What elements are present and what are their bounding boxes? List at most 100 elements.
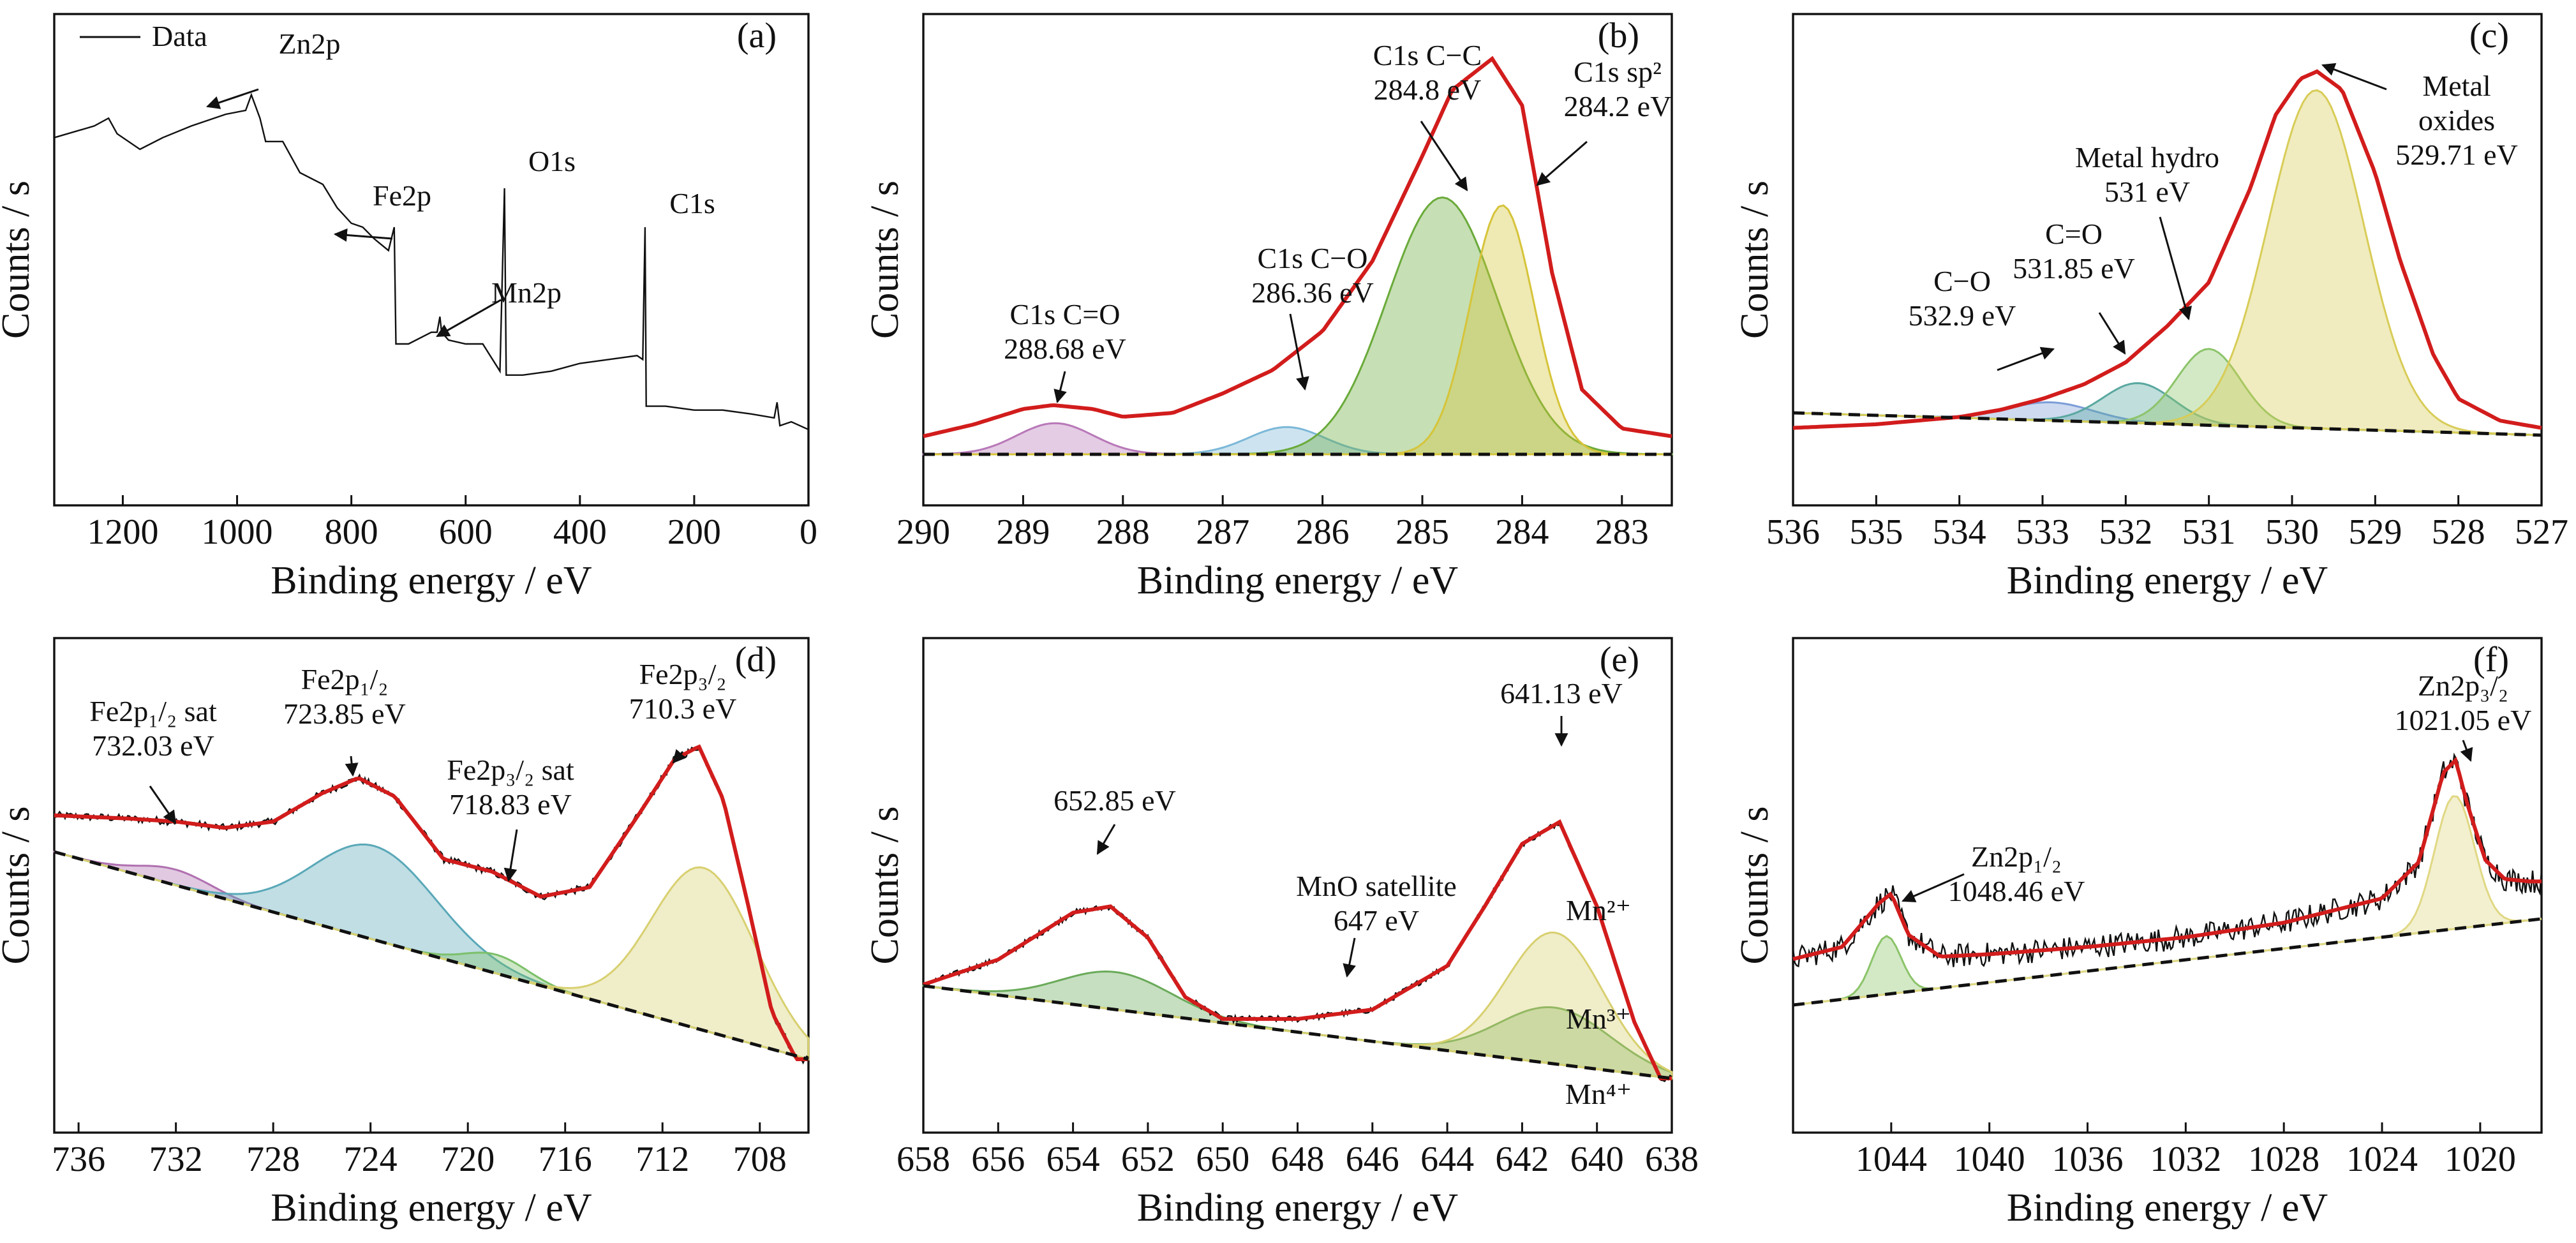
annotation-text: 641.13 eV xyxy=(1500,677,1623,710)
panel-label: (c) xyxy=(2469,16,2509,56)
annotation-text: Zn2p₃/₂ xyxy=(2418,669,2508,702)
y-axis-label: Counts / s xyxy=(863,806,907,964)
panel-f: 1044 1040 1036 1032 1028 1024 1020 Binding ener… xyxy=(1733,637,2543,1230)
annotation-text: Mn²⁺ xyxy=(1566,894,1631,927)
x-tick-label: 638 xyxy=(1645,1140,1699,1179)
background-line xyxy=(1792,411,2542,437)
x-axis-label: Binding energy / eV xyxy=(1137,559,1459,602)
x-tick-label: 400 xyxy=(553,512,607,552)
annotation-text: 652.85 eV xyxy=(1053,784,1176,817)
panel-e: 658 656 654 652 650 648 646 644 642 640 638 Binding… xyxy=(863,637,1699,1230)
annotation-text: Fe2p xyxy=(373,179,431,212)
annotation-arrow xyxy=(2321,63,2387,91)
annotation-text: 732.03 eV xyxy=(92,729,214,762)
annotation-text: C1s xyxy=(669,187,715,220)
annotation-text: Zn2p₁/₂ xyxy=(1971,840,2062,873)
y-axis-label: Counts / s xyxy=(1733,806,1776,964)
annotation-arrow xyxy=(2098,312,2126,355)
annotation-text: C1s C−C xyxy=(1373,39,1482,71)
x-axis-label: Binding energy / eV xyxy=(271,559,592,602)
x-tick-label: 1044 xyxy=(1856,1140,1927,1179)
panel-label: (f) xyxy=(2473,640,2509,680)
x-tick-label: 289 xyxy=(996,512,1050,552)
panel-a: 1200 1000 800 600 400 200 0 Binding energy / eV… xyxy=(0,13,817,602)
y-axis-label: Counts / s xyxy=(0,181,38,339)
x-axis-label: Binding energy / eV xyxy=(2007,559,2328,602)
annotation-text: Metal xyxy=(2422,70,2490,102)
annotation-arrow xyxy=(333,228,393,242)
x-tick-label: 529 xyxy=(2348,512,2402,552)
annotation-text: oxides xyxy=(2418,104,2495,137)
annotation-arrow xyxy=(1902,873,1965,903)
annotation-text: O1s xyxy=(528,145,576,177)
annotation-arrow xyxy=(345,755,359,777)
x-tick-label: 642 xyxy=(1495,1140,1549,1179)
survey-spectrum xyxy=(54,93,809,431)
annotation-text: 1021.05 eV xyxy=(2395,704,2532,736)
annotation-text: 718.83 eV xyxy=(449,788,572,821)
y-axis-label: Counts / s xyxy=(863,181,907,339)
x-tick-label: 712 xyxy=(636,1140,689,1179)
annotation-text: Fe2p₁/₂ sat xyxy=(89,695,217,727)
annotation-text: 288.68 eV xyxy=(1004,332,1126,365)
x-tick-label: 648 xyxy=(1271,1140,1325,1179)
x-tick-label: 531 xyxy=(2182,512,2236,552)
annotation-text: Fe2p₃/₂ sat xyxy=(447,754,574,786)
x-tick-label: 1036 xyxy=(2052,1140,2124,1179)
panel-label: (a) xyxy=(737,16,777,56)
annotation-arrow xyxy=(206,88,259,109)
x-tick-label: 1000 xyxy=(202,512,273,552)
annotation-text: Fe2p₃/₂ xyxy=(639,658,727,690)
raw-spectrum xyxy=(1792,752,2543,967)
annotation-text: C−O xyxy=(1933,265,1991,297)
x-tick-label: 530 xyxy=(2265,512,2319,552)
plot-frame xyxy=(53,637,810,1134)
fit-component xyxy=(923,932,1673,1080)
y-axis-label: Counts / s xyxy=(0,806,38,964)
x-tick-label: 640 xyxy=(1570,1140,1624,1179)
x-tick-label: 646 xyxy=(1346,1140,1399,1179)
annotation-text: Mn³⁺ xyxy=(1566,1002,1631,1035)
x-axis-label: Binding energy / eV xyxy=(2007,1186,2328,1230)
panel-b: 290 289 288 287 286 285 284 283 Binding energy /… xyxy=(863,13,1673,602)
x-axis-label: Binding energy / eV xyxy=(1137,1186,1459,1230)
x-tick-label: 800 xyxy=(325,512,378,552)
x-tick-label: 728 xyxy=(246,1140,300,1179)
annotation-text: C1s C−O xyxy=(1258,242,1368,274)
x-tick-label: 1032 xyxy=(2150,1140,2221,1179)
annotation-arrow xyxy=(1096,824,1116,855)
plot-frame xyxy=(1792,637,2543,1134)
plot-frame xyxy=(53,13,810,507)
annotation-arrow xyxy=(2460,740,2473,762)
x-tick-label: 600 xyxy=(439,512,493,552)
y-axis-label: Counts / s xyxy=(1733,181,1776,339)
x-tick-label: 0 xyxy=(800,512,817,552)
annotation-text: 531.85 eV xyxy=(2013,252,2135,285)
x-tick-label: 1028 xyxy=(2248,1140,2319,1179)
annotation-text: 284.2 eV xyxy=(1564,90,1672,123)
annotation-text: Zn2p xyxy=(278,27,340,60)
x-tick-label: 720 xyxy=(441,1140,495,1179)
x-tick-label: 708 xyxy=(733,1140,787,1179)
panel-label: (d) xyxy=(735,640,777,680)
x-tick-label: 285 xyxy=(1396,512,1449,552)
annotation-arrow xyxy=(1997,346,2055,371)
x-tick-label: 656 xyxy=(971,1140,1025,1179)
x-tick-label: 658 xyxy=(897,1140,950,1179)
x-tick-label: 534 xyxy=(1933,512,1986,552)
annotation-arrow xyxy=(2159,216,2192,321)
annotation-arrow xyxy=(436,299,502,338)
x-tick-label: 716 xyxy=(539,1140,592,1179)
annotation-arrow xyxy=(1343,937,1357,978)
annotation-arrow xyxy=(503,829,518,882)
legend-label: Data xyxy=(152,20,207,52)
x-tick-label: 527 xyxy=(2515,512,2568,552)
x-tick-label: 1024 xyxy=(2346,1140,2418,1179)
annotation-text: 723.85 eV xyxy=(283,697,406,730)
x-tick-label: 724 xyxy=(344,1140,398,1179)
x-tick-label: 652 xyxy=(1121,1140,1175,1179)
annotation-text: C1s C=O xyxy=(1010,298,1120,331)
x-tick-label: 535 xyxy=(1849,512,1903,552)
panel-label: (e) xyxy=(1600,640,1639,680)
